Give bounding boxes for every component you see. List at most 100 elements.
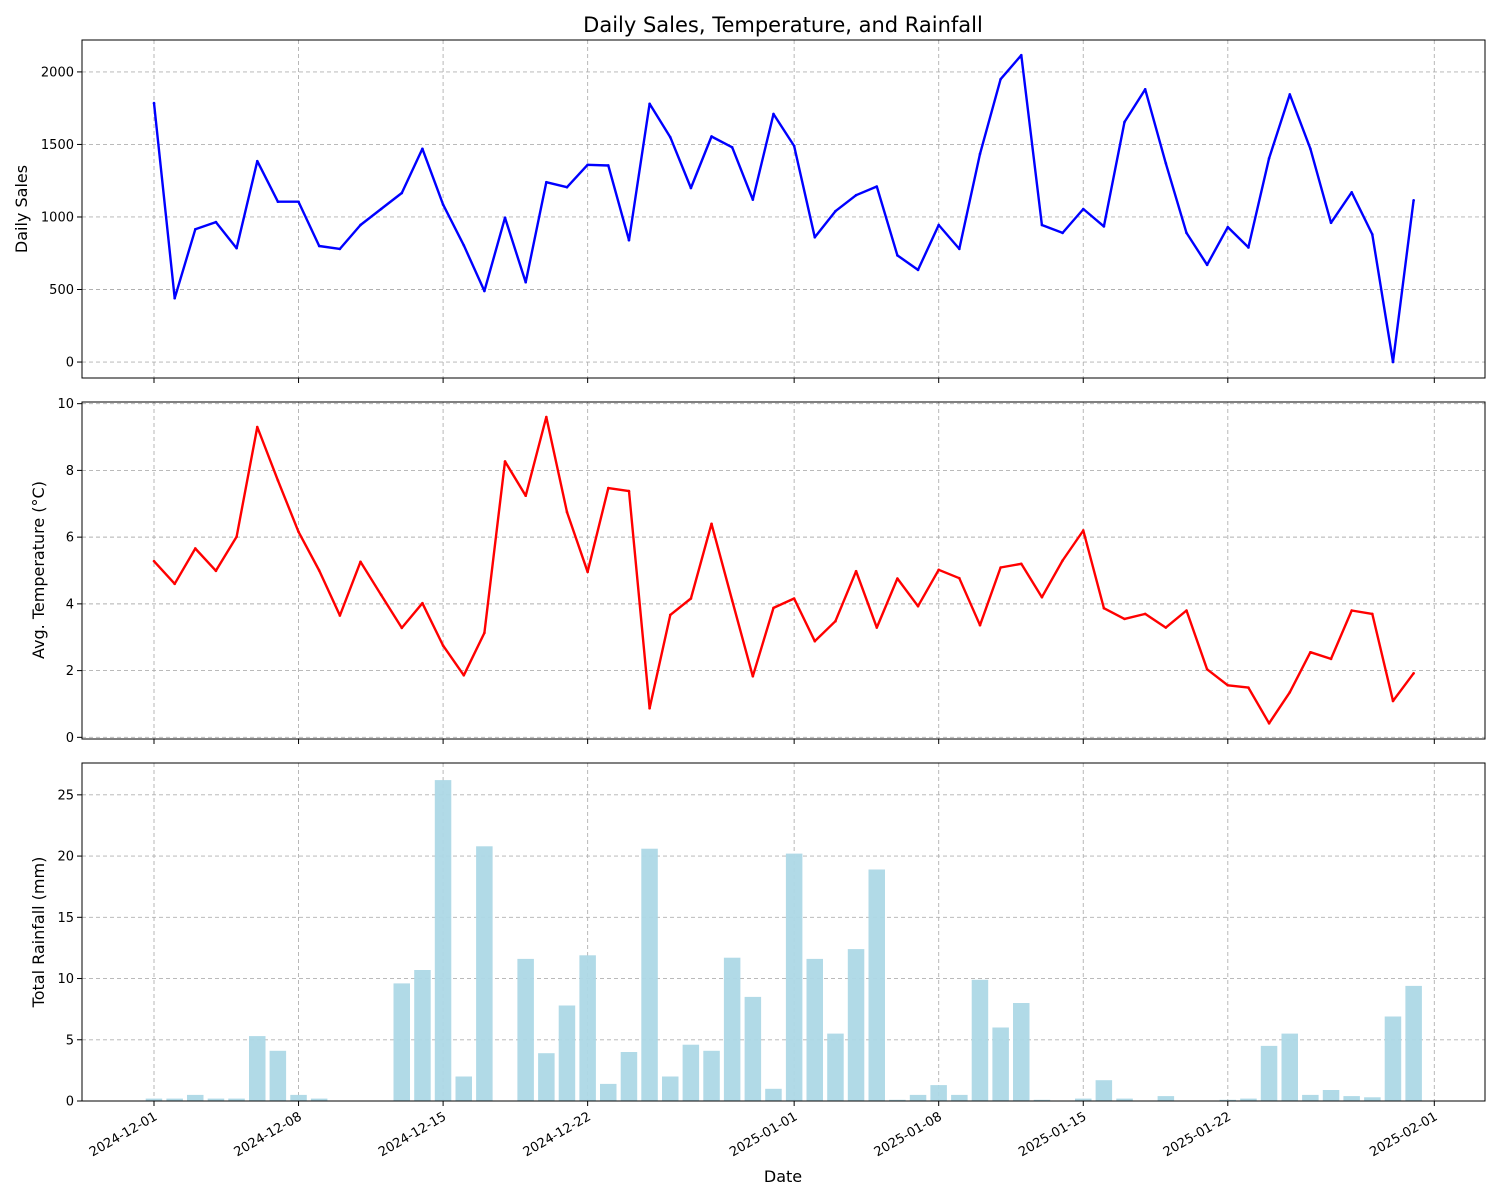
rainfall-bar bbox=[868, 869, 885, 1101]
x-axis-label: Date bbox=[764, 1167, 802, 1186]
temperature-point bbox=[751, 674, 755, 678]
temperature-point bbox=[772, 606, 775, 610]
temperature-panel: 0 2 4 6 8 10 Avg. Temperature (°C) bbox=[29, 397, 1486, 746]
sales-point bbox=[565, 185, 569, 189]
sales-point bbox=[1371, 233, 1374, 236]
rainfall-y-tick-label: 5 bbox=[66, 1033, 74, 1048]
sales-point bbox=[483, 289, 486, 293]
sales-point bbox=[173, 296, 176, 300]
temperature-point bbox=[1143, 612, 1147, 616]
sales-point bbox=[813, 235, 817, 239]
rainfall-bar bbox=[434, 780, 452, 1101]
temperature-point bbox=[524, 494, 527, 498]
sales-point bbox=[648, 102, 651, 106]
temperature-point bbox=[1164, 626, 1168, 629]
temperature-point bbox=[586, 570, 589, 574]
rainfall-panel: 0 5 10 15 20 25 2024-12-01 2024-12-08 2024-12-1… bbox=[29, 762, 1486, 1160]
rainfall-bar bbox=[682, 1044, 700, 1101]
sales-point bbox=[1102, 225, 1106, 228]
rainfall-bar bbox=[579, 955, 596, 1101]
temperature-point bbox=[1081, 529, 1085, 532]
sales-point bbox=[297, 200, 300, 204]
rainfall-y-tick-label: 10 bbox=[57, 972, 74, 987]
sales-point bbox=[1350, 191, 1353, 194]
x-tick-label: 2025-01-15 bbox=[1016, 1109, 1089, 1160]
temperature-point bbox=[235, 535, 238, 539]
temperature-point bbox=[421, 601, 424, 605]
sales-point bbox=[1143, 88, 1147, 91]
temperature-point bbox=[338, 614, 342, 617]
temperature-point bbox=[730, 599, 734, 602]
rainfall-bar bbox=[620, 1052, 638, 1101]
rainfall-y-tick-label: 25 bbox=[57, 788, 74, 803]
sales-point bbox=[958, 247, 961, 251]
x-tick-label: 2025-01-22 bbox=[1161, 1109, 1234, 1160]
rainfall-bar bbox=[249, 1036, 266, 1101]
rainfall-bar bbox=[1281, 1033, 1298, 1101]
rainfall-bar bbox=[744, 996, 762, 1101]
temperature-point bbox=[1040, 595, 1044, 599]
temperature-point bbox=[668, 613, 672, 617]
sales-y-tick-label: 1000 bbox=[41, 210, 74, 225]
rainfall-bar bbox=[1116, 1098, 1133, 1101]
temperature-point bbox=[565, 510, 569, 514]
sales-point bbox=[999, 77, 1002, 81]
temperature-point bbox=[999, 566, 1002, 569]
rainfall-bar bbox=[1364, 1097, 1381, 1101]
sales-point bbox=[627, 238, 631, 242]
temperature-point bbox=[1123, 617, 1126, 621]
rainfall-bar bbox=[1033, 1099, 1051, 1101]
temperature-point bbox=[317, 569, 321, 572]
sales-point bbox=[1123, 120, 1126, 124]
sales-y-tick-label: 500 bbox=[49, 283, 74, 298]
sales-point bbox=[710, 135, 713, 138]
rainfall-bar bbox=[207, 1098, 225, 1101]
temperature-y-tick-label: 10 bbox=[57, 397, 74, 412]
rainfall-y-tick-label: 0 bbox=[66, 1095, 74, 1110]
sales-point bbox=[834, 209, 837, 213]
sales-point bbox=[338, 247, 342, 251]
rainfall-bar bbox=[785, 853, 803, 1101]
sales-panel: 0 500 1000 1500 2000 Daily Sales bbox=[12, 39, 1486, 383]
temperature-point bbox=[297, 530, 300, 534]
rainfall-bar bbox=[723, 957, 741, 1101]
rainfall-bar bbox=[1384, 1016, 1402, 1101]
temperature-point bbox=[710, 522, 713, 526]
temperature-y-tick-label: 4 bbox=[66, 597, 74, 612]
sales-point bbox=[1267, 156, 1271, 160]
sales-y-axis-label: Daily Sales bbox=[12, 165, 31, 253]
x-tick-label: 2024-12-22 bbox=[521, 1109, 594, 1160]
temperature-point bbox=[1185, 609, 1188, 612]
rainfall-bar bbox=[310, 1098, 328, 1101]
temperature-point bbox=[503, 460, 507, 463]
temperature-point bbox=[875, 626, 879, 629]
sales-point bbox=[235, 246, 238, 250]
temperature-point bbox=[1309, 650, 1312, 654]
rainfall-bar bbox=[1075, 1098, 1092, 1101]
rainfall-bar bbox=[806, 958, 823, 1101]
sales-point bbox=[462, 243, 466, 247]
temperature-point bbox=[896, 577, 899, 580]
sales-point bbox=[854, 193, 858, 197]
rainfall-bar bbox=[1157, 1096, 1175, 1101]
rainfall-y-tick-label: 15 bbox=[57, 911, 74, 926]
rainfall-bar bbox=[1322, 1090, 1340, 1101]
temperature-point bbox=[1247, 686, 1250, 689]
rainfall-bar bbox=[971, 979, 989, 1101]
sales-point bbox=[668, 135, 672, 139]
temperature-point bbox=[1102, 606, 1106, 610]
rainfall-bar bbox=[909, 1094, 927, 1101]
sales-point bbox=[214, 220, 218, 224]
temperature-point bbox=[1350, 609, 1353, 612]
temperature-point bbox=[441, 644, 445, 647]
sales-point bbox=[978, 152, 982, 156]
x-tick-label: 2025-01-08 bbox=[872, 1109, 945, 1160]
temperature-point bbox=[607, 486, 610, 490]
sales-point bbox=[1288, 93, 1292, 96]
sales-point bbox=[1164, 162, 1168, 165]
rainfall-bar bbox=[517, 958, 534, 1101]
temperature-point bbox=[194, 547, 197, 550]
sales-point bbox=[317, 244, 321, 248]
sales-y-tick-label: 0 bbox=[66, 356, 74, 371]
